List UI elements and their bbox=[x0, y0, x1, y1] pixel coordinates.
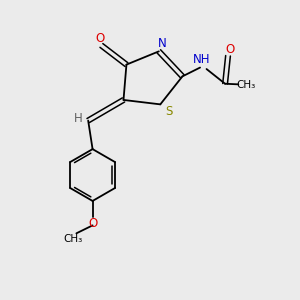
Text: CH₃: CH₃ bbox=[63, 234, 82, 244]
Text: H: H bbox=[74, 112, 82, 125]
Text: O: O bbox=[225, 43, 234, 56]
Text: O: O bbox=[88, 217, 98, 230]
Text: N: N bbox=[158, 37, 167, 50]
Text: CH₃: CH₃ bbox=[236, 80, 255, 90]
Text: S: S bbox=[165, 105, 172, 118]
Text: NH: NH bbox=[193, 53, 210, 66]
Text: O: O bbox=[95, 32, 105, 46]
